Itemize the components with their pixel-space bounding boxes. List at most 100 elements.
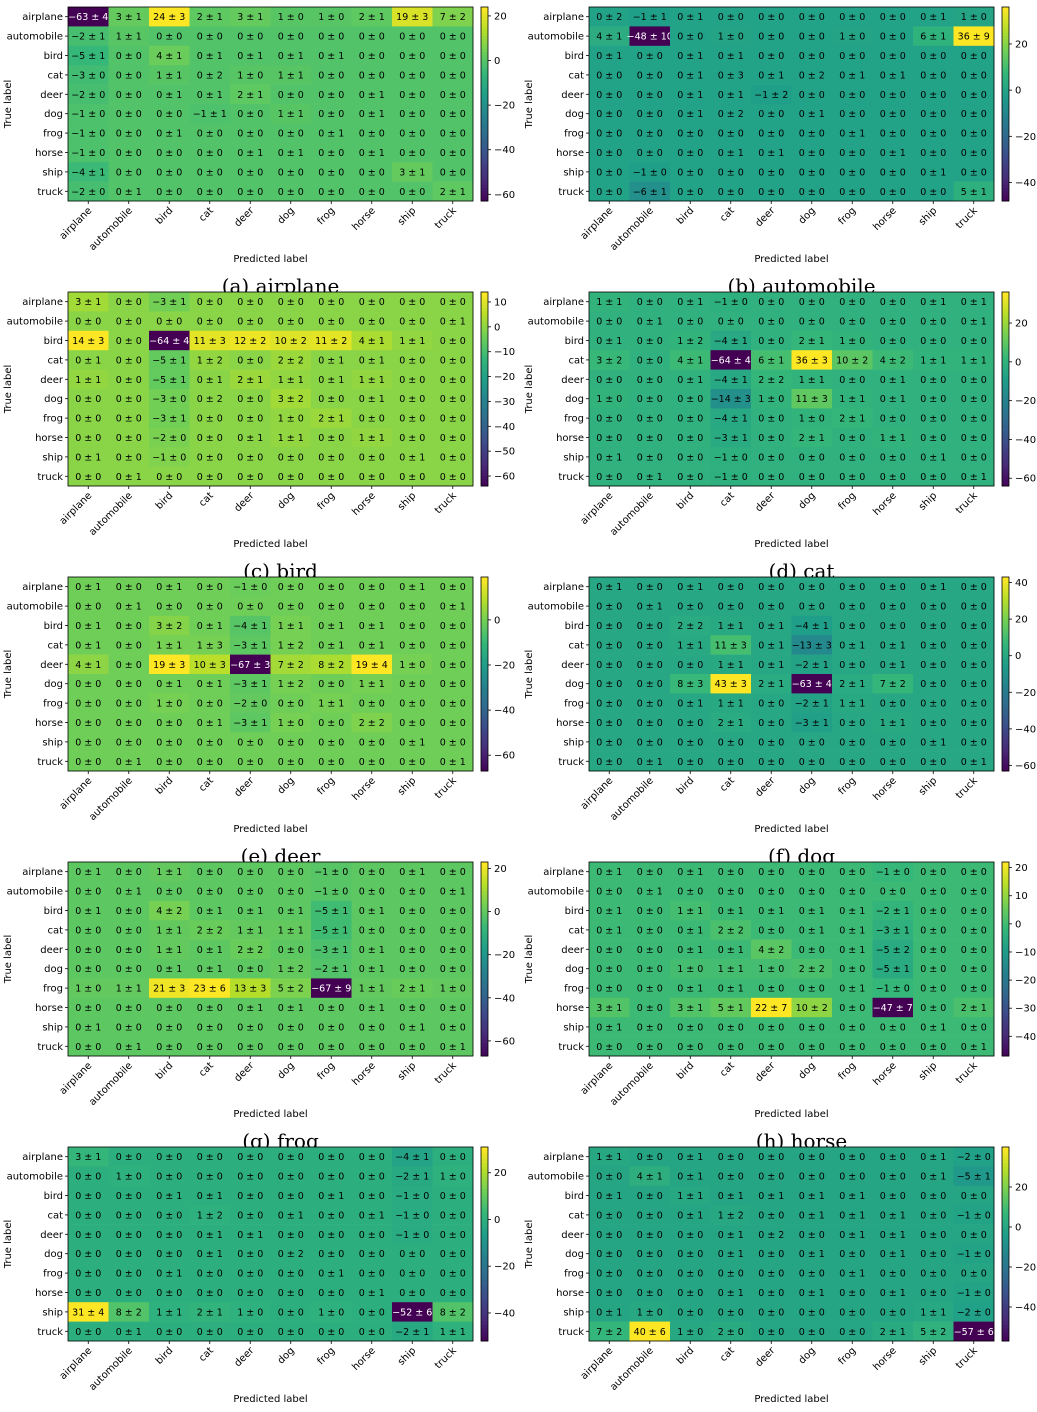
colorbar-segment: [481, 175, 488, 179]
x-tick-label: deer: [232, 490, 257, 515]
colorbar-segment: [481, 1237, 488, 1242]
colorbar-segment: [1002, 891, 1009, 895]
colorbar-segment: [481, 929, 488, 934]
cell-value-label: 0 ± 0: [399, 433, 425, 444]
colorbar-segment: [1002, 1328, 1009, 1332]
heatmap-cell: [832, 45, 873, 66]
cell-value-label: 0 ± 1: [359, 355, 385, 366]
colorbar-segment: [1002, 168, 1009, 173]
x-tick-label: dog: [797, 1345, 818, 1366]
x-tick-label: automobile: [87, 490, 135, 538]
cell-value-label: 0 ± 0: [278, 1288, 304, 1299]
x-tick-label: airplane: [58, 1345, 95, 1382]
cell-value-label: 0 ± 0: [880, 129, 906, 140]
cell-value-label: 4 ± 2: [156, 906, 182, 917]
cell-value-label: 1 ± 1: [799, 375, 825, 386]
cell-value-label: 0 ± 0: [440, 1230, 466, 1241]
cell-value-label: 0 ± 0: [920, 433, 946, 444]
cell-value-label: −1 ± 1: [193, 109, 227, 120]
cell-value-label: 0 ± 0: [440, 906, 466, 917]
cell-value-label: 0 ± 0: [677, 433, 703, 444]
colorbar-tick-label: −30: [494, 397, 515, 408]
cell-value-label: 0 ± 0: [116, 867, 142, 878]
cell-value-label: 0 ± 0: [318, 452, 344, 463]
cell-value-label: 0 ± 0: [156, 187, 182, 198]
cell-value-label: 0 ± 0: [399, 472, 425, 483]
cell-value-label: 0 ± 1: [596, 452, 622, 463]
cell-value-label: 2 ± 2: [237, 945, 263, 956]
y-tick-label: airplane: [543, 1152, 584, 1163]
heatmap-cell: [872, 45, 914, 66]
colorbar-segment: [481, 1227, 488, 1232]
colorbar-segment: [481, 874, 488, 879]
cell-value-label: 0 ± 0: [359, 414, 385, 425]
cell-value-label: 0 ± 0: [116, 148, 142, 159]
cell-value-label: 0 ± 1: [440, 1042, 466, 1053]
cell-value-label: 0 ± 0: [758, 1152, 784, 1163]
y-tick-label: cat: [568, 355, 584, 366]
cell-value-label: 0 ± 0: [197, 472, 223, 483]
heatmap-cell: [68, 162, 109, 182]
colorbar-segment: [1002, 61, 1009, 66]
colorbar-segment: [481, 49, 488, 53]
cell-value-label: 0 ± 1: [799, 109, 825, 120]
colorbar-segment: [1002, 32, 1009, 37]
cell-value-label: −64 ± 4: [149, 336, 189, 347]
cell-value-label: 0 ± 0: [839, 887, 865, 898]
cell-value-label: 36 ± 9: [958, 32, 990, 43]
cell-value-label: 0 ± 0: [799, 1307, 825, 1318]
heatmap-cell: [270, 330, 312, 351]
x-tick-label: truck: [433, 1345, 459, 1371]
cell-value-label: 0 ± 0: [920, 1210, 946, 1221]
cell-value-label: 0 ± 0: [596, 640, 622, 651]
cell-value-label: −2 ± 1: [876, 906, 910, 917]
colorbar-segment: [1002, 657, 1009, 662]
cell-value-label: 0 ± 0: [278, 1042, 304, 1053]
cell-value-label: 0 ± 0: [318, 757, 344, 768]
colorbar-segment: [1002, 865, 1009, 869]
cell-value-label: 1 ± 1: [278, 621, 304, 632]
cell-value-label: 0 ± 0: [637, 129, 663, 140]
colorbar-segment: [1002, 586, 1009, 591]
cell-value-label: 0 ± 1: [197, 375, 223, 386]
cell-value-label: 0 ± 0: [839, 297, 865, 308]
colorbar-segment: [481, 1043, 488, 1047]
cell-value-label: 2 ± 1: [839, 414, 865, 425]
colorbar-segment: [481, 1221, 488, 1226]
colorbar-segment: [1002, 709, 1009, 714]
colorbar-segment: [1002, 648, 1009, 652]
colorbar-segment: [1002, 677, 1009, 681]
colorbar-segment: [481, 165, 488, 170]
x-tick-label: horse: [350, 205, 378, 233]
cell-value-label: 2 ± 2: [197, 925, 223, 936]
cell-value-label: −4 ± 1: [714, 375, 748, 386]
colorbar-tick-label: −20: [494, 660, 515, 671]
heatmap-cell: [913, 84, 954, 105]
cell-value-label: 1 ± 1: [880, 718, 906, 729]
cell-value-label: 0 ± 1: [75, 640, 101, 651]
cell-value-label: 24 ± 3: [153, 12, 185, 23]
x-tick-label: bird: [154, 1345, 176, 1367]
x-tick-label: frog: [316, 1060, 338, 1082]
colorbar-segment: [1002, 1221, 1009, 1226]
y-tick-label: airplane: [22, 582, 63, 593]
heatmap-cell: [68, 65, 109, 85]
x-tick-label: airplane: [579, 1345, 616, 1382]
colorbar-segment: [1002, 26, 1009, 31]
colorbar-segment: [481, 1176, 488, 1180]
colorbar-segment: [481, 107, 488, 111]
cell-value-label: −2 ± 1: [71, 32, 105, 43]
heatmap-cell: [872, 7, 914, 27]
colorbar-segment: [481, 628, 488, 633]
cell-value-label: −1 ± 0: [71, 148, 105, 159]
colorbar-tick-label: −20: [494, 950, 515, 961]
cell-value-label: 0 ± 0: [156, 32, 182, 43]
colorbar-segment: [481, 1260, 488, 1264]
colorbar-segment: [481, 680, 488, 685]
heatmap-cell: [311, 369, 352, 390]
cell-value-label: 0 ± 0: [197, 699, 223, 710]
cell-value-label: 0 ± 1: [718, 1191, 744, 1202]
heatmap-cell: [68, 45, 109, 66]
cell-value-label: 0 ± 0: [880, 1172, 906, 1183]
colorbar-segment: [1002, 1163, 1009, 1167]
